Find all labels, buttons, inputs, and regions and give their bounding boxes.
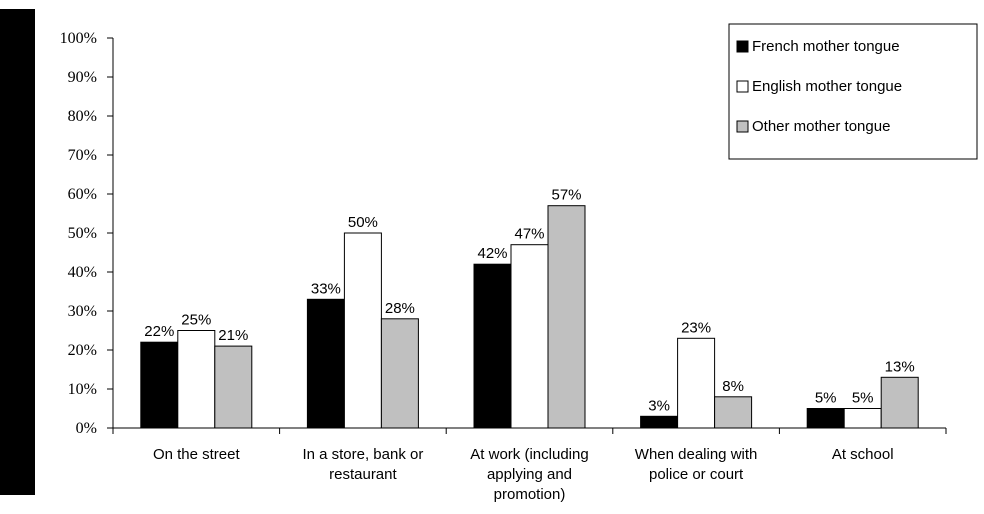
- y-tick-label: 60%: [68, 186, 97, 203]
- data-label: 47%: [514, 226, 544, 243]
- bar: [510, 244, 549, 429]
- legend-box: [728, 23, 978, 160]
- bar: [214, 345, 253, 429]
- chart-legend: French mother tongue English mother tongu…: [728, 23, 978, 160]
- category-label: police or court: [649, 466, 744, 483]
- category-label: applying and: [487, 466, 572, 483]
- y-tick-label: 90%: [68, 69, 97, 86]
- y-tick-label: 100%: [60, 30, 97, 47]
- y-tick-label: 0%: [76, 420, 97, 437]
- data-label: 23%: [681, 319, 711, 336]
- data-label: 8%: [722, 378, 744, 395]
- bar: [677, 337, 716, 429]
- bar: [843, 408, 882, 429]
- category-label: At school: [832, 446, 894, 463]
- legend-label: English mother tongue: [752, 78, 902, 95]
- bar: [140, 341, 179, 429]
- data-label: 25%: [181, 312, 211, 329]
- data-label: 5%: [852, 390, 874, 407]
- data-label: 42%: [477, 245, 507, 262]
- data-label: 13%: [885, 358, 915, 375]
- data-label: 50%: [348, 214, 378, 231]
- y-tick-label: 80%: [68, 108, 97, 125]
- category-label: In a store, bank or: [302, 446, 423, 463]
- y-tick-label: 40%: [68, 264, 97, 281]
- data-label: 3%: [648, 397, 670, 414]
- y-tick-label: 30%: [68, 303, 97, 320]
- bar: [880, 376, 919, 429]
- chart-category-labels: On the street In a store, bank or restaura…: [153, 446, 894, 503]
- legend-label: French mother tongue: [752, 38, 900, 55]
- bar: [177, 330, 216, 429]
- y-tick-label: 20%: [68, 342, 97, 359]
- data-label: 57%: [551, 187, 581, 204]
- category-label: promotion): [494, 486, 566, 503]
- y-tick-label: 70%: [68, 147, 97, 164]
- bar: [714, 396, 753, 429]
- chart-bars: [140, 205, 919, 429]
- bar: [343, 232, 382, 429]
- bar: [306, 298, 345, 429]
- legend-swatch: [736, 40, 749, 53]
- left-black-bar: [0, 9, 35, 495]
- category-label: restaurant: [329, 466, 397, 483]
- data-label: 5%: [815, 390, 837, 407]
- chart-data-labels: 22% 25% 21% 33% 50% 28% 42% 47% 57% 3% 23% 8% 5% 5% 13…: [144, 187, 914, 415]
- bar: [640, 415, 679, 429]
- category-label: When dealing with: [635, 446, 758, 463]
- bar: [473, 263, 512, 429]
- y-tick-label: 50%: [68, 225, 97, 242]
- legend-label: Other mother tongue: [752, 118, 890, 135]
- data-label: 21%: [218, 327, 248, 344]
- data-label: 28%: [385, 300, 415, 317]
- data-label: 22%: [144, 323, 174, 340]
- y-tick-label: 10%: [68, 381, 97, 398]
- data-label: 33%: [311, 280, 341, 297]
- bar: [380, 318, 419, 429]
- bar: [547, 205, 586, 429]
- category-label: On the street: [153, 446, 241, 463]
- bar: [806, 408, 845, 429]
- category-label: At work (including: [470, 446, 588, 463]
- legend-swatch: [736, 120, 749, 133]
- legend-swatch: [736, 80, 749, 93]
